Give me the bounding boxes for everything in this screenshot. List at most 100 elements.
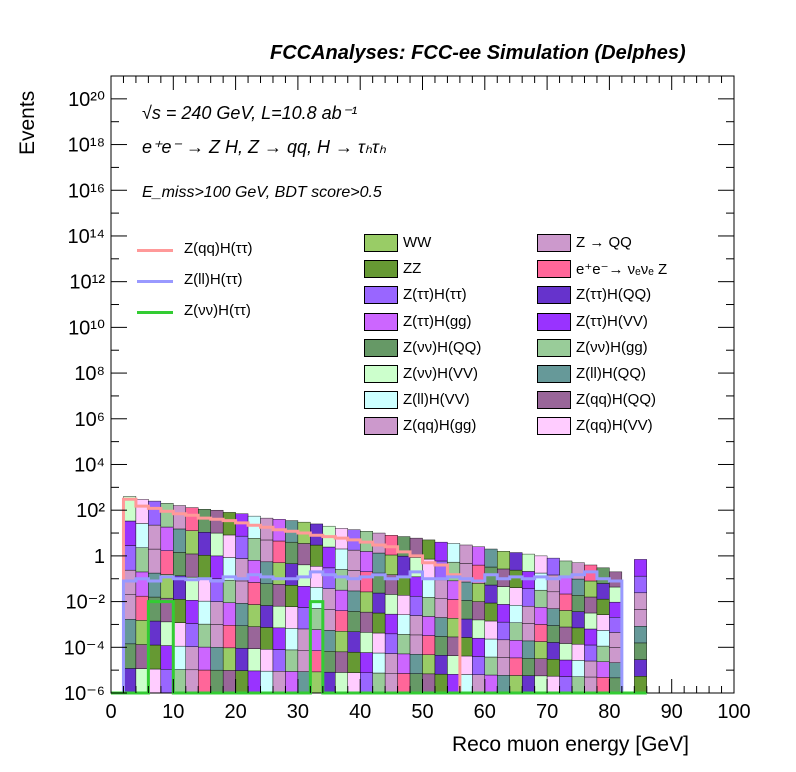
histogram-bar	[609, 647, 623, 663]
histogram-bar	[472, 583, 485, 602]
histogram-bar	[235, 513, 249, 537]
y-tick-label: 10⁴	[74, 454, 105, 476]
histogram-bar	[534, 607, 548, 625]
histogram-bar	[397, 614, 411, 635]
x-tick-label: 90	[661, 701, 683, 723]
histogram-bar	[210, 669, 224, 694]
histogram-bar	[160, 526, 174, 551]
legend-color-swatch	[537, 234, 571, 252]
histogram-bar	[596, 661, 610, 678]
histogram-bar	[222, 579, 236, 603]
histogram-bar	[447, 543, 461, 563]
y-tick-label: 10¹⁶	[68, 180, 105, 202]
histogram-bar	[135, 644, 149, 669]
histogram-bar	[521, 675, 535, 694]
signal-histograms	[111, 497, 647, 695]
histogram-bar	[222, 512, 236, 536]
histogram-bar	[596, 630, 610, 647]
histogram-bar	[584, 596, 598, 614]
x-tick-label: 30	[287, 701, 309, 723]
histogram-bar	[497, 639, 510, 658]
histogram-bar	[148, 620, 162, 646]
legend-signal-label: Z(ll)H(ττ)	[184, 271, 243, 288]
histogram-bar	[185, 600, 199, 624]
histogram-bar	[447, 580, 461, 600]
histogram-bar	[347, 570, 361, 592]
histogram-bar	[235, 647, 249, 671]
y-tick-label: 10¹²	[69, 272, 105, 294]
histogram-bar	[285, 628, 299, 651]
histogram-bar	[634, 659, 647, 677]
histogram-bar	[173, 505, 186, 530]
legend-background-label: Z(qq)H(VV)	[576, 417, 653, 435]
histogram-bar	[322, 588, 336, 610]
histogram-bar	[521, 640, 535, 659]
histogram-bar	[198, 669, 211, 694]
histogram-bar	[571, 660, 585, 677]
histogram-bar	[310, 587, 324, 609]
histogram-bar	[596, 583, 610, 600]
histogram-bar	[297, 628, 311, 651]
histogram-bar	[571, 595, 585, 612]
y-tick-label: 10⁶	[75, 409, 105, 431]
histogram-bar	[397, 575, 411, 596]
histogram-bar	[198, 532, 211, 556]
histogram-bar	[459, 655, 473, 675]
histogram-bar	[360, 652, 373, 673]
histogram-bar	[397, 555, 411, 576]
y-tick-label: 10⁻⁴	[64, 637, 105, 659]
histogram-bar	[123, 545, 137, 571]
histogram-bar	[235, 580, 249, 604]
y-tick-label: 10⁻⁶	[64, 683, 105, 705]
histogram-bar	[285, 606, 299, 629]
histogram-bar	[559, 659, 573, 677]
y-tick-label: 10¹⁰	[68, 317, 105, 339]
y-tick-label: 1	[94, 546, 105, 568]
histogram-bar	[384, 673, 398, 694]
histogram-bar	[198, 623, 211, 648]
histogram-bar	[272, 562, 286, 585]
legend-background-label: Z(qq)H(QQ)	[576, 391, 656, 409]
histogram-bar	[509, 622, 523, 641]
y-tick-label: 10⁸	[74, 363, 105, 385]
histogram-bar	[235, 603, 249, 626]
histogram-bar	[422, 597, 436, 617]
x-tick-label: 10	[162, 701, 184, 723]
series-line	[111, 570, 647, 695]
histogram-bar	[609, 586, 623, 603]
histogram-bar	[634, 592, 647, 610]
y-axis-label: Events	[16, 90, 39, 155]
histogram-bar	[198, 509, 211, 533]
histogram-bar	[509, 587, 523, 606]
histogram-bar	[534, 624, 548, 642]
histogram-bar	[447, 655, 461, 675]
histogram-bar	[198, 646, 211, 671]
histogram-bar	[360, 571, 373, 593]
histogram-bar	[584, 676, 598, 694]
histogram-bar	[322, 671, 336, 694]
histogram-bar	[409, 615, 423, 636]
histogram-bar	[422, 635, 436, 655]
histogram-bar	[546, 625, 560, 643]
histogram-bar	[148, 500, 162, 526]
page-title: FCCAnalyses: FCC-ee Simulation (Delphes)	[270, 42, 686, 64]
histogram-bar	[422, 577, 436, 598]
histogram-bar	[347, 549, 361, 571]
x-tick-label: 40	[349, 701, 371, 723]
histogram-bar	[135, 523, 149, 548]
histogram-bar	[185, 553, 199, 578]
histogram-bar	[260, 605, 274, 628]
histogram-bar	[559, 610, 573, 628]
histogram-bar	[509, 569, 523, 588]
histogram-bar	[247, 538, 261, 561]
y-tick-label: 10¹⁸	[68, 135, 105, 157]
histogram-bar	[322, 567, 336, 589]
histogram-bar	[347, 590, 361, 612]
histogram-bar	[160, 503, 174, 528]
histogram-bar	[609, 677, 623, 694]
histogram-bar	[135, 668, 149, 694]
histogram-bar	[148, 524, 162, 550]
histogram-bar	[198, 554, 211, 579]
histogram-bar	[360, 672, 373, 694]
histogram-bar	[210, 555, 224, 579]
